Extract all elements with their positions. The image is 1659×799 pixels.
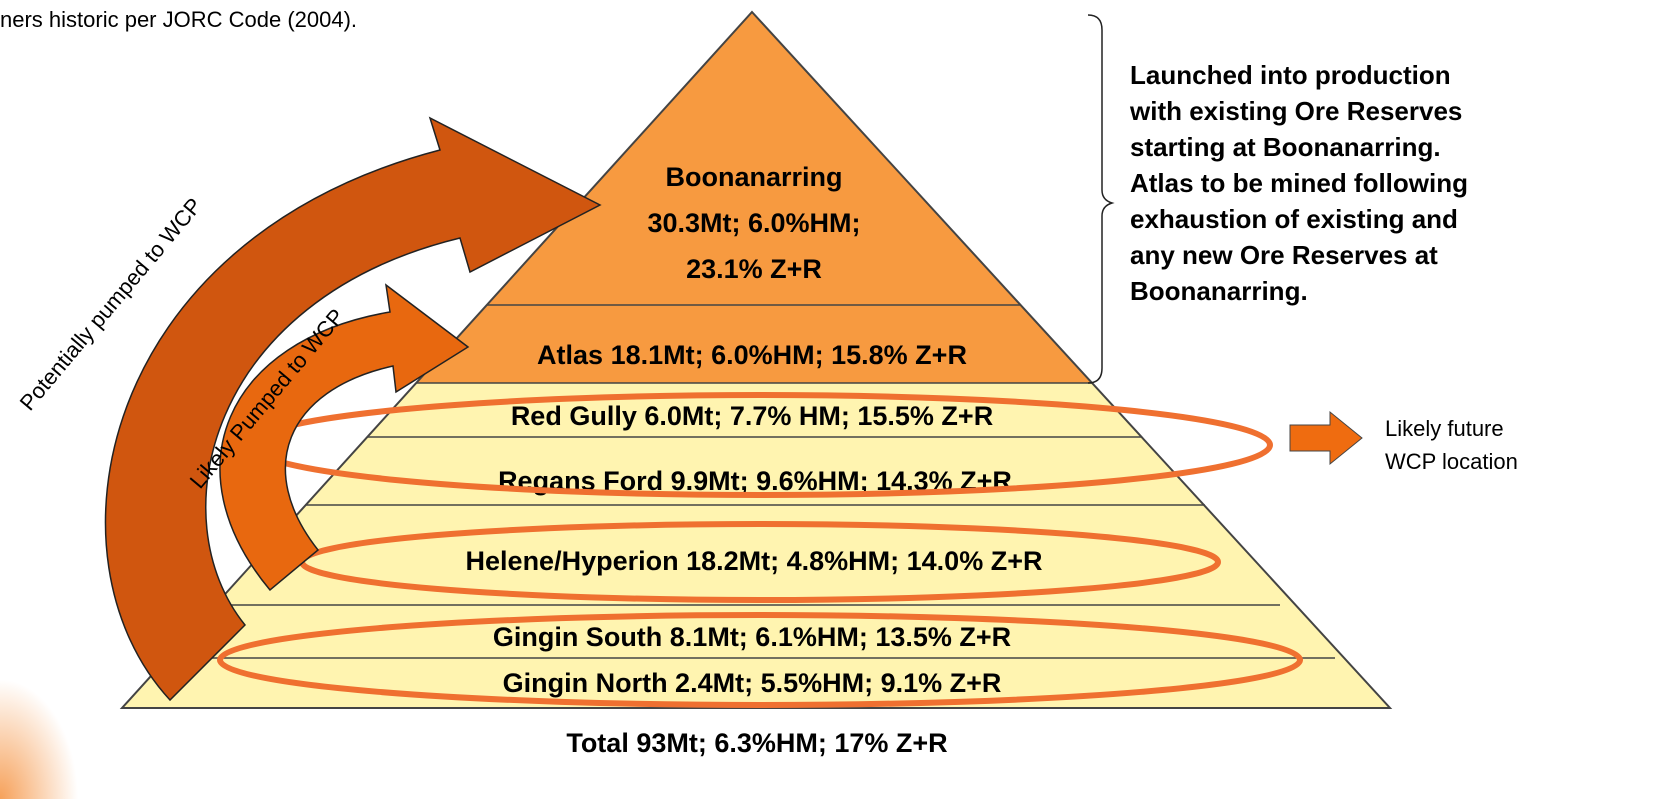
layer-text: Boonanarring [665,162,842,192]
layer-text: Red Gully 6.0Mt; 7.7% HM; 15.5% Z+R [511,401,993,431]
layer-text: Atlas 18.1Mt; 6.0%HM; 15.8% Z+R [537,340,967,370]
layer-text: Helene/Hyperion 18.2Mt; 4.8%HM; 14.0% Z+… [466,546,1043,576]
total: Total 93Mt; 6.3%HM; 17% Z+R [566,728,947,758]
callout-line: Launched into production [1130,60,1451,90]
right-arrow [1289,410,1363,466]
callout-line: starting at Boonanarring. [1130,132,1441,162]
layer [416,305,1092,383]
corner-glow [0,600,130,799]
callout-line: with existing Ore Reserves [1129,96,1462,126]
callout-line: Boonanarring. [1130,276,1308,306]
layer-text: Gingin South 8.1Mt; 6.1%HM; 13.5% Z+R [493,622,1011,652]
brace [1087,14,1115,384]
future-line: Likely future [1385,416,1504,441]
callout-line: Atlas to be mined following [1130,168,1468,198]
header-note: ners historic per JORC Code (2004). [0,7,357,32]
layer-text: Gingin North 2.4Mt; 5.5%HM; 9.1% Z+R [503,668,1002,698]
layer-text: 23.1% Z+R [686,254,822,284]
callout-line: exhaustion of existing and [1130,204,1458,234]
callout-line: any new Ore Reserves at [1130,240,1438,270]
arrow-outer [104,116,602,702]
layer-text: 30.3Mt; 6.0%HM; [647,208,860,238]
arrow-inner [219,283,470,592]
layer [487,12,1021,305]
future-line: WCP location [1385,449,1518,474]
layer-lines [170,304,1335,659]
